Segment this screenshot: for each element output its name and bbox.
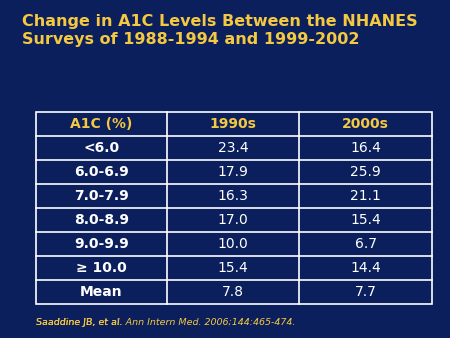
Text: A1C (%): A1C (%) xyxy=(70,117,133,130)
Text: ≥ 10.0: ≥ 10.0 xyxy=(76,261,127,275)
Text: 2000s: 2000s xyxy=(342,117,389,130)
Text: 8.0-8.9: 8.0-8.9 xyxy=(74,213,129,227)
Bar xyxy=(36,112,432,304)
Text: 1990s: 1990s xyxy=(210,117,256,130)
Text: 7.8: 7.8 xyxy=(222,285,244,299)
Text: 17.0: 17.0 xyxy=(218,213,248,227)
Text: 15.4: 15.4 xyxy=(350,213,381,227)
Text: 21.1: 21.1 xyxy=(350,189,381,203)
Text: 23.4: 23.4 xyxy=(218,141,248,155)
Text: 9.0-9.9: 9.0-9.9 xyxy=(74,237,129,251)
Text: 17.9: 17.9 xyxy=(217,165,248,179)
Text: Saaddine JB, et al.: Saaddine JB, et al. xyxy=(36,318,126,327)
Text: 14.4: 14.4 xyxy=(350,261,381,275)
Text: 16.4: 16.4 xyxy=(350,141,381,155)
Text: 7.7: 7.7 xyxy=(355,285,377,299)
Text: Mean: Mean xyxy=(80,285,123,299)
Text: 25.9: 25.9 xyxy=(350,165,381,179)
Text: 6.0-6.9: 6.0-6.9 xyxy=(74,165,129,179)
Text: 10.0: 10.0 xyxy=(218,237,248,251)
Text: 7.0-7.9: 7.0-7.9 xyxy=(74,189,129,203)
Text: 16.3: 16.3 xyxy=(217,189,248,203)
Text: <6.0: <6.0 xyxy=(83,141,119,155)
Text: 6.7: 6.7 xyxy=(355,237,377,251)
Text: Change in A1C Levels Between the NHANES
Surveys of 1988-1994 and 1999-2002: Change in A1C Levels Between the NHANES … xyxy=(22,14,418,47)
Text: Saaddine JB, et al. Ann Intern Med. 2006;144:465-474.: Saaddine JB, et al. Ann Intern Med. 2006… xyxy=(36,318,295,327)
Text: 15.4: 15.4 xyxy=(218,261,248,275)
